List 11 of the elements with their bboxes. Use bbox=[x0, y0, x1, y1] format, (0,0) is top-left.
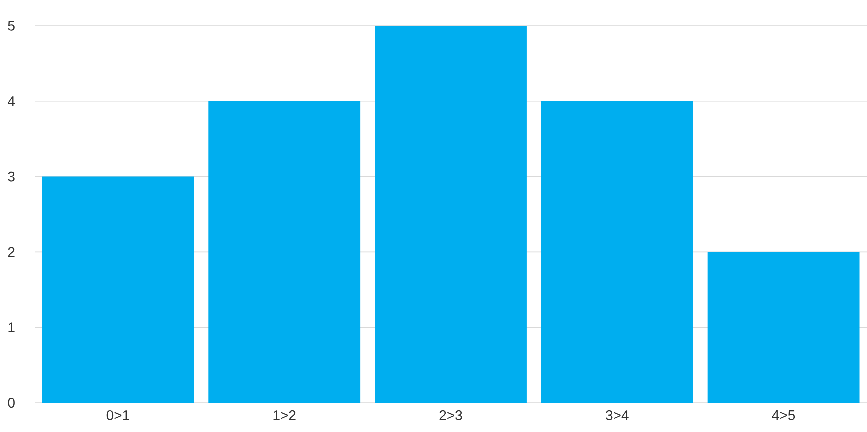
y-tick-label: 5 bbox=[8, 21, 15, 31]
y-tick-label: 2 bbox=[8, 247, 15, 258]
y-tick-label: 3 bbox=[8, 172, 15, 182]
x-tick-label: 1>2 bbox=[274, 410, 296, 420]
x-tick-label: 2>3 bbox=[440, 410, 462, 420]
x-tick-label: 4>5 bbox=[772, 410, 796, 420]
x-tick-label: 0>1 bbox=[106, 410, 130, 420]
y-tick-label: 4 bbox=[8, 96, 16, 106]
y-tick-label: 0 bbox=[8, 398, 15, 408]
x-tick-label: 3>4 bbox=[606, 410, 629, 420]
y-tick-label: 1 bbox=[8, 322, 15, 332]
